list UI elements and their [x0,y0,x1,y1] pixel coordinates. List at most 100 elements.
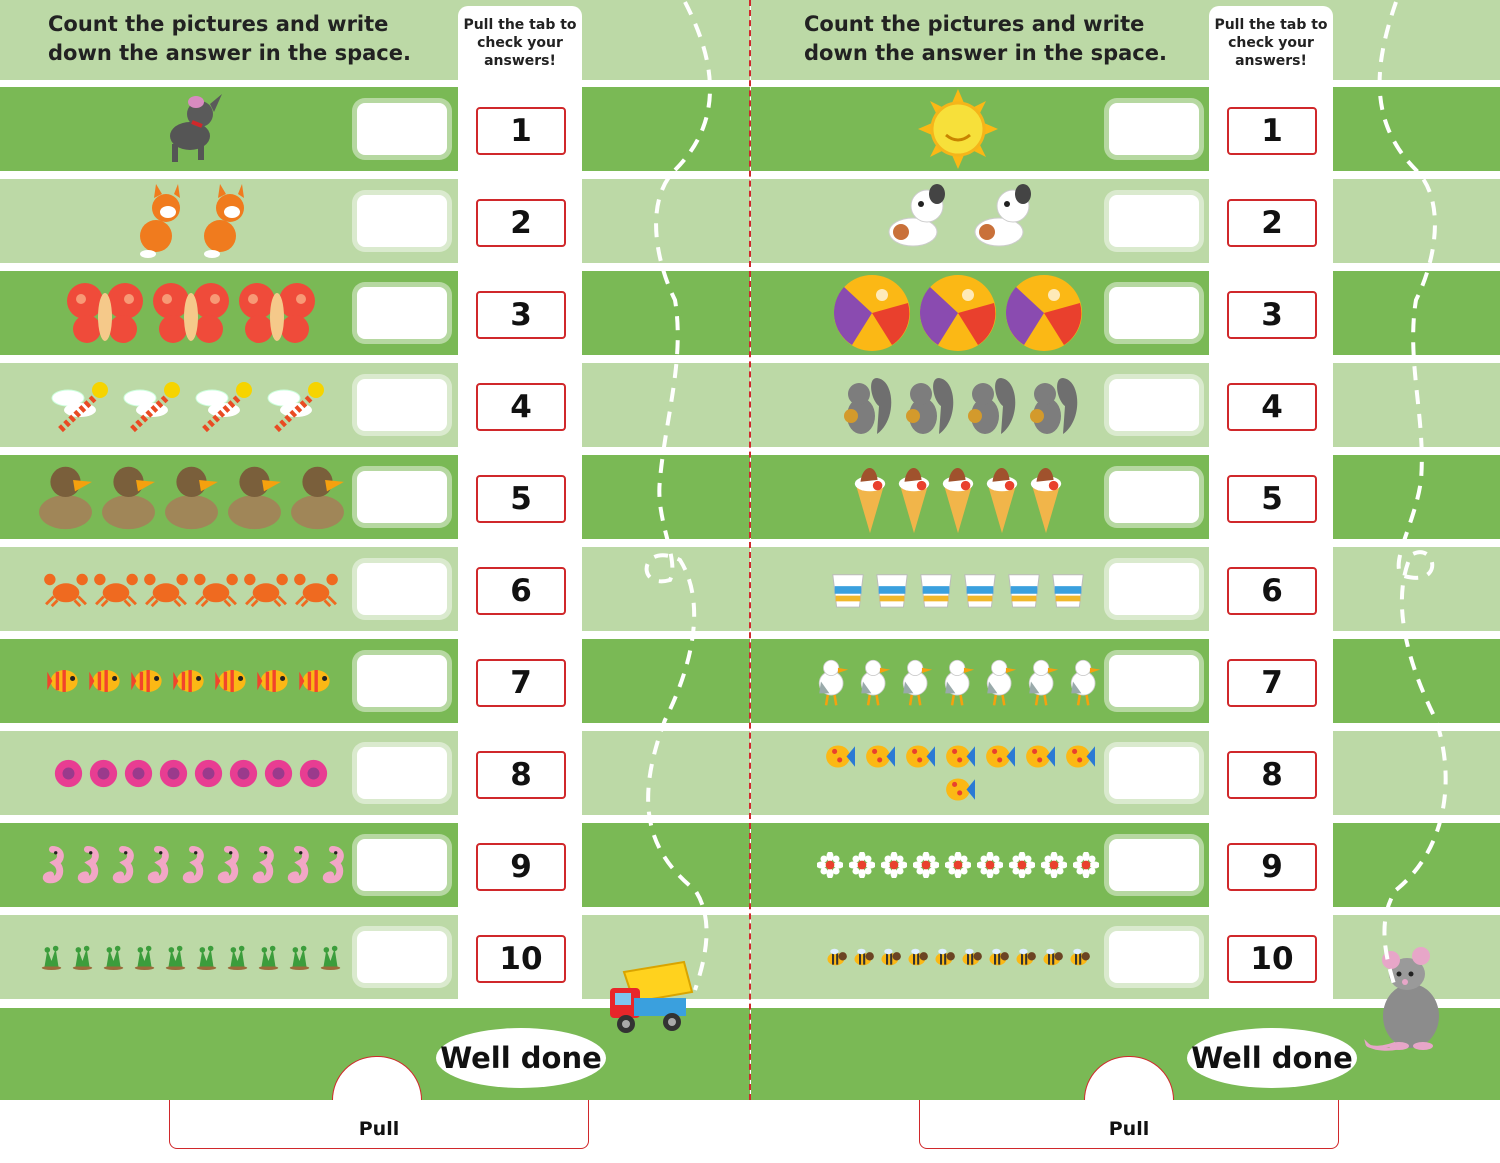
ice-cream-icon [983,459,1021,535]
daisy-icon [881,852,907,878]
dragonfly-icon [50,374,116,436]
picture-row [751,731,1500,815]
answer-number: 6 [1227,567,1317,615]
butterfly-icon [65,277,145,349]
answer-input[interactable] [1109,103,1199,155]
seagull-icon [940,656,976,707]
pull-tab[interactable]: Pull [169,1100,589,1149]
answer-number: 10 [476,935,566,983]
picture-row [751,271,1500,355]
pull-tab[interactable]: Pull [919,1100,1339,1149]
answer-strip[interactable]: Pull the tab to check your answers! 1 2 3 4… [458,6,582,1001]
beach-ball-icon [918,273,998,353]
frog-icon [194,944,219,971]
picture-row [0,87,750,171]
frog-icon [287,944,312,971]
picture-row [751,915,1500,999]
fish-icon [257,665,293,697]
seahorse-icon [212,845,241,885]
seagull-icon [982,656,1018,707]
answer-number: 10 [1227,935,1317,983]
seahorse-icon [72,845,101,885]
answer-number: 9 [476,843,566,891]
answer-input[interactable] [357,563,447,615]
crab-icon [194,570,238,608]
answer-input[interactable] [357,195,447,247]
seahorse-icon [37,845,66,885]
answer-input[interactable] [1109,379,1199,431]
answer-input[interactable] [1109,287,1199,339]
squirrel-icon [899,370,955,440]
answer-number: 3 [476,291,566,339]
answer-number: 7 [476,659,566,707]
answer-input[interactable] [1109,839,1199,891]
header-band: Count the pictures and write down the an… [0,0,750,80]
fish-icon [215,665,251,697]
picture-row [751,179,1500,263]
answer-input[interactable] [357,655,447,707]
sun-icon [918,89,998,169]
flower-icon [124,759,153,788]
answer-input[interactable] [357,287,447,339]
answer-input[interactable] [1109,931,1199,983]
fish-icon [131,665,167,697]
picture-group [803,87,1113,171]
squirrel-icon [837,370,893,440]
header-band: Count the pictures and write down the an… [751,0,1500,80]
tropical-fish-icon [1061,741,1095,772]
answer-input[interactable] [1109,195,1199,247]
bee-icon [934,948,955,966]
picture-group [803,455,1113,539]
bee-icon [826,948,847,966]
answer-number: 6 [476,567,566,615]
daisy-icon [945,852,971,878]
daisy-icon [1073,852,1099,878]
answer-number: 9 [1227,843,1317,891]
answer-input[interactable] [1109,747,1199,799]
instructions: Count the pictures and write down the an… [48,12,411,65]
picture-row [751,363,1500,447]
answer-strip[interactable]: Pull the tab to check your answers! 1 2 3 4… [1209,6,1333,1001]
duck-icon [163,463,220,531]
answer-input[interactable] [357,747,447,799]
answer-number: 2 [1227,199,1317,247]
answer-input[interactable] [1109,471,1199,523]
picture-row [751,823,1500,907]
ice-cream-icon [939,459,977,535]
tropical-fish-icon [901,741,935,772]
frog-icon [225,944,250,971]
duck-icon [100,463,157,531]
frog-icon [39,944,64,971]
puppy-icon [875,182,955,260]
answer-input[interactable] [357,839,447,891]
bee-icon [961,948,982,966]
fish-icon [173,665,209,697]
butterfly-icon [151,277,231,349]
picture-group [803,639,1113,723]
answer-input[interactable] [357,471,447,523]
flower-icon [299,759,328,788]
picture-group [26,731,356,815]
strip-hint: Pull the tab to check your answers! [1214,17,1328,69]
squirrel-icon [961,370,1017,440]
picture-group [803,547,1113,631]
tropical-fish-icon [981,741,1015,772]
dashed-path [1377,1,1448,991]
answer-input[interactable] [357,103,447,155]
right-page: Count the pictures and write down the an… [751,0,1500,1149]
dashed-path [644,1,712,991]
picture-row [751,87,1500,171]
bee-icon [907,948,928,966]
bee-icon [853,948,874,966]
dragonfly-icon [266,374,332,436]
answer-number: 1 [476,107,566,155]
answer-input[interactable] [357,379,447,431]
instructions: Count the pictures and write down the an… [804,12,1167,65]
seagull-icon [898,656,934,707]
tropical-fish-icon [941,741,975,772]
answer-input[interactable] [1109,655,1199,707]
answer-input[interactable] [1109,563,1199,615]
answer-input[interactable] [357,931,447,983]
fish-icon [47,665,83,697]
left-page: Count the pictures and write down the an… [0,0,750,1149]
